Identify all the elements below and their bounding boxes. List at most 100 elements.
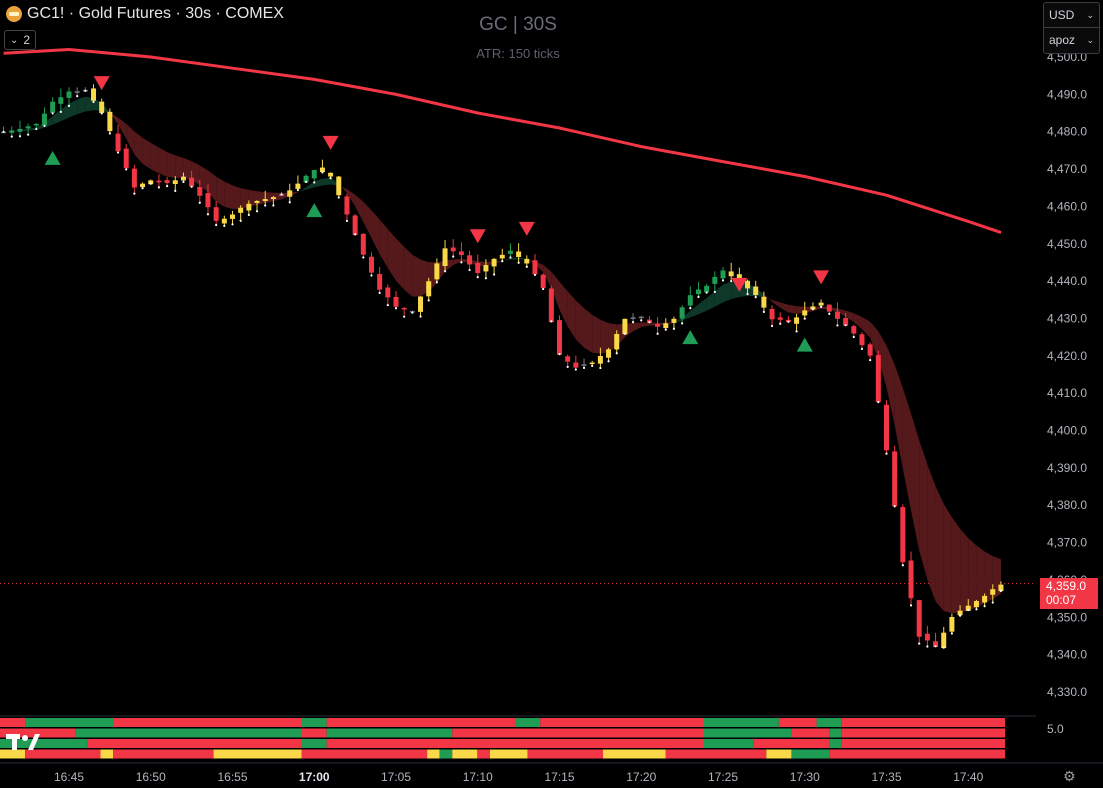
candle-body [769, 308, 775, 320]
candle-body [148, 180, 154, 185]
x-tick-label: 16:55 [217, 770, 247, 784]
ribbon-segment [894, 364, 903, 469]
candle-dot [942, 646, 945, 649]
candle-body [712, 276, 718, 284]
candle-dot [533, 273, 537, 276]
chevron-down-icon: ⌄ [1086, 9, 1094, 20]
candle-body [41, 113, 47, 126]
candle-body [655, 323, 661, 327]
ribbon-segment [150, 142, 159, 174]
status-segment [703, 728, 792, 738]
candle-body [336, 176, 342, 196]
candle-dot [631, 320, 635, 324]
ribbon-segment [845, 310, 854, 323]
ribbon-segment [641, 322, 650, 328]
y-tick-label: 4,490.0 [1047, 87, 1087, 101]
ribbon-segment [902, 388, 912, 511]
ribbon-segment [592, 314, 601, 354]
candle-dot [558, 353, 561, 356]
candle-body [565, 356, 571, 362]
ribbon-segment [943, 503, 952, 614]
candle-dot [51, 112, 54, 115]
candle-body [123, 148, 129, 169]
candle-body [287, 190, 293, 197]
status-segment [816, 718, 842, 727]
candle-body [843, 317, 849, 326]
tradingview-logo[interactable] [6, 732, 40, 752]
candle-dot [787, 320, 790, 323]
status-segment [527, 749, 603, 759]
candle-body [328, 172, 334, 177]
candle-body [916, 600, 922, 637]
layout-dropdown[interactable]: apoz ⌄ [1044, 27, 1099, 52]
candle-dot [509, 256, 512, 259]
candle-body [557, 320, 562, 355]
candle-dot [206, 213, 210, 216]
symbol-title: GC1! · Gold Futures · 30s · COMEX [27, 5, 284, 22]
candle-dot [255, 210, 259, 213]
candle-body [180, 176, 186, 181]
ribbon-segment [314, 178, 323, 188]
candle-body [368, 256, 374, 273]
ribbon-segment [379, 219, 388, 269]
status-segment [841, 728, 1005, 738]
ribbon-segment [584, 308, 593, 353]
ribbon-segment [919, 440, 928, 580]
currency-selector[interactable]: USD ⌄ apoz ⌄ [1043, 2, 1100, 54]
candle-body [450, 247, 456, 252]
gear-icon[interactable]: ⚙ [1063, 768, 1076, 784]
candle-dot [313, 181, 316, 184]
candle-dot [427, 299, 430, 302]
status-segment [841, 718, 1005, 727]
candle-dot [476, 275, 479, 279]
ribbon-segment [551, 271, 560, 310]
candle-body [254, 200, 260, 203]
status-segment [841, 739, 1005, 748]
candle-dot [174, 189, 177, 192]
candle-body [581, 364, 587, 366]
candle-body [875, 355, 881, 403]
candle-body [973, 601, 979, 608]
candle-body [156, 180, 162, 183]
candle-dot [893, 505, 896, 508]
candle-body [475, 263, 481, 274]
candle-dot [746, 292, 749, 296]
ribbon-segment [935, 486, 944, 612]
candle-dot [615, 352, 618, 355]
candle-body [507, 250, 513, 254]
indicator-collapse-button[interactable]: ⌄ 2 [4, 30, 37, 50]
status-segment [100, 749, 114, 759]
candle-dot [681, 322, 684, 325]
candle-dot [795, 330, 798, 333]
buy-signal-triangle [306, 203, 323, 218]
candle-body [998, 584, 1004, 592]
status-segment [515, 718, 541, 727]
candle-dot [141, 187, 144, 190]
candle-body [434, 263, 440, 280]
ribbon-segment [240, 188, 249, 209]
ribbon-segment [453, 258, 462, 266]
candle-dot [484, 277, 488, 280]
sell-signal-triangle [93, 76, 110, 91]
currency-dropdown[interactable]: USD ⌄ [1044, 3, 1099, 27]
candle-dot [198, 201, 201, 204]
status-segment [0, 728, 76, 738]
status-segment [665, 749, 767, 759]
candle-dot [378, 291, 381, 295]
x-tick-label: 17:30 [790, 770, 820, 784]
ribbon-segment [559, 281, 568, 327]
candle-dot [713, 290, 716, 293]
ribbon-segment [158, 147, 168, 177]
candle-dot [754, 296, 757, 299]
sell-signal-triangle [731, 277, 748, 292]
candle-body [736, 274, 742, 281]
candle-dot [574, 368, 577, 371]
candle-dot [18, 135, 22, 138]
candle-body [532, 260, 538, 275]
candle-dot [566, 365, 569, 368]
symbol-header[interactable]: GC1! · Gold Futures · 30s · COMEX [6, 5, 284, 23]
ribbon-segment [870, 321, 879, 359]
status-segment [753, 739, 830, 748]
candle-dot [599, 366, 602, 370]
